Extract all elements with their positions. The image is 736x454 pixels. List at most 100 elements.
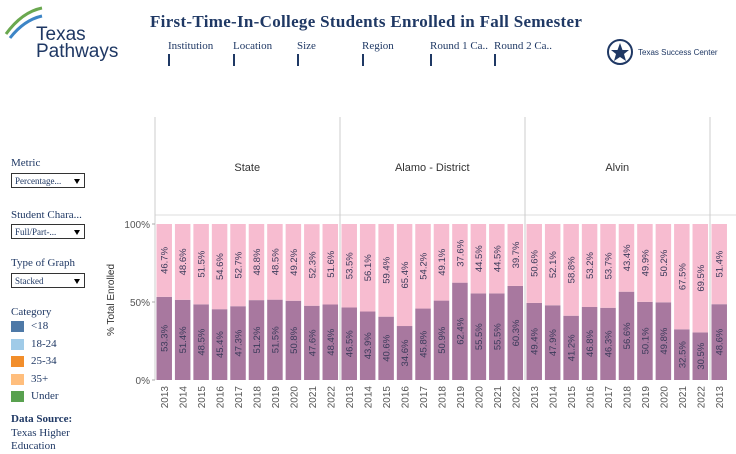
value-label: 50.8% — [289, 326, 300, 353]
value-label: 50.6% — [530, 249, 541, 276]
x-tick-label: 2017 — [234, 386, 245, 409]
bar-segment — [563, 224, 579, 316]
brand-icon — [607, 39, 633, 65]
value-label: 54.6% — [215, 253, 226, 280]
value-label: 48.6% — [715, 328, 726, 355]
x-tick-label: 2016 — [401, 386, 412, 409]
bar-segment — [285, 224, 302, 301]
x-tick-label: 2013 — [530, 386, 541, 409]
value-label: 52.1% — [548, 251, 559, 278]
value-label: 54.2% — [419, 252, 430, 279]
source: Texas Higher — [11, 427, 70, 439]
y-tick-label: 100% — [124, 220, 150, 231]
control-label: Student Chara... — [11, 209, 82, 221]
legend-swatch — [11, 391, 24, 402]
filter[interactable]: Size — [297, 40, 316, 66]
bar-segment — [711, 224, 727, 305]
x-tick-label: 2018 — [252, 386, 263, 409]
value-label: 48.5% — [197, 328, 208, 355]
bar-segment — [618, 291, 635, 380]
value-label: 45.4% — [215, 331, 226, 358]
x-tick-label: 2015 — [197, 386, 208, 409]
value-label: 69.5% — [696, 264, 707, 291]
bar-segment — [248, 224, 265, 301]
filter[interactable]: Round 1 Ca.. — [430, 40, 489, 66]
value-label: 53.3% — [160, 324, 171, 351]
value-label: 44.5% — [492, 245, 503, 272]
x-tick-label: 2017 — [419, 386, 430, 409]
value-label: 46.8% — [585, 329, 596, 356]
legend-label: 25-34 — [31, 355, 57, 367]
filter[interactable]: Location — [233, 40, 273, 66]
dropdown[interactable]: Full/Part-... — [11, 224, 85, 239]
bar-segment — [674, 224, 690, 330]
bar-segment — [359, 224, 376, 312]
x-tick-label: 2019 — [641, 386, 652, 409]
dropdown[interactable]: Percentage... — [11, 173, 85, 188]
value-label: 32.5% — [677, 341, 688, 368]
value-label: 30.5% — [696, 342, 707, 369]
bar-segment — [304, 224, 320, 306]
bar-segment — [600, 307, 616, 380]
bar-segment — [655, 224, 672, 303]
value-label: 51.5% — [197, 250, 208, 277]
value-label: 49.2% — [289, 248, 300, 275]
bar-segment — [230, 306, 246, 380]
bar-segment — [674, 329, 690, 380]
value-label: 46.5% — [345, 330, 356, 357]
value-label: 34.6% — [400, 339, 411, 366]
bar-segment — [322, 224, 339, 305]
bar-segment — [378, 224, 394, 317]
filter[interactable]: Round 2 Ca.. — [494, 40, 553, 66]
bar-segment — [600, 224, 616, 308]
y-tick-label: 50% — [130, 298, 150, 309]
bar-segment — [415, 308, 431, 380]
value-label: 47.3% — [234, 329, 245, 356]
value-label: 52.3% — [307, 251, 318, 278]
x-tick-label: 2014 — [549, 386, 560, 409]
filter[interactable]: Institution — [168, 40, 214, 66]
bar-segment — [711, 304, 727, 380]
bar-segment — [452, 224, 468, 283]
bar-segment — [359, 311, 376, 380]
value-label: 51.5% — [270, 326, 281, 353]
source: Education — [11, 440, 56, 452]
bar-segment — [433, 300, 450, 380]
legend-label: 35+ — [31, 372, 49, 385]
legend-label: Under — [31, 390, 59, 402]
filter[interactable]: Region — [362, 40, 394, 66]
value-label: 53.7% — [604, 252, 615, 279]
x-tick-label: 2013 — [160, 386, 171, 409]
x-tick-label: 2020 — [289, 386, 300, 409]
value-label: 50.1% — [640, 327, 651, 354]
value-label: 60.3% — [511, 319, 522, 346]
value-label: 45.8% — [419, 330, 430, 357]
dropdown[interactable]: Stacked — [11, 273, 85, 288]
value-label: 40.6% — [382, 334, 393, 361]
value-label: 48.4% — [326, 328, 337, 355]
bar-segment — [267, 299, 283, 380]
x-tick-label: 2022 — [326, 386, 337, 409]
bar-segment — [618, 224, 635, 292]
x-tick-label: 2016 — [216, 386, 227, 409]
bar-segment — [267, 224, 283, 300]
value-label: 56.6% — [622, 322, 633, 349]
value-label: 55.5% — [474, 323, 485, 350]
value-label: 51.4% — [715, 250, 726, 277]
bar-segment — [433, 224, 450, 301]
bar-segment — [470, 293, 487, 380]
title: First-Time-In-College Students Enrolled … — [150, 12, 583, 31]
value-label: 53.2% — [585, 251, 596, 278]
legend-swatch — [11, 373, 24, 385]
value-label: 52.7% — [234, 251, 245, 278]
x-tick-label: 2014 — [364, 386, 375, 409]
bar-segment — [378, 316, 394, 380]
legend-label: 18-24 — [31, 337, 57, 350]
x-tick-label: 2016 — [586, 386, 597, 409]
x-tick-label: 2021 — [493, 386, 504, 409]
value-label: 47.6% — [307, 329, 318, 356]
bar-segment — [489, 224, 505, 294]
bar-segment — [285, 300, 302, 380]
